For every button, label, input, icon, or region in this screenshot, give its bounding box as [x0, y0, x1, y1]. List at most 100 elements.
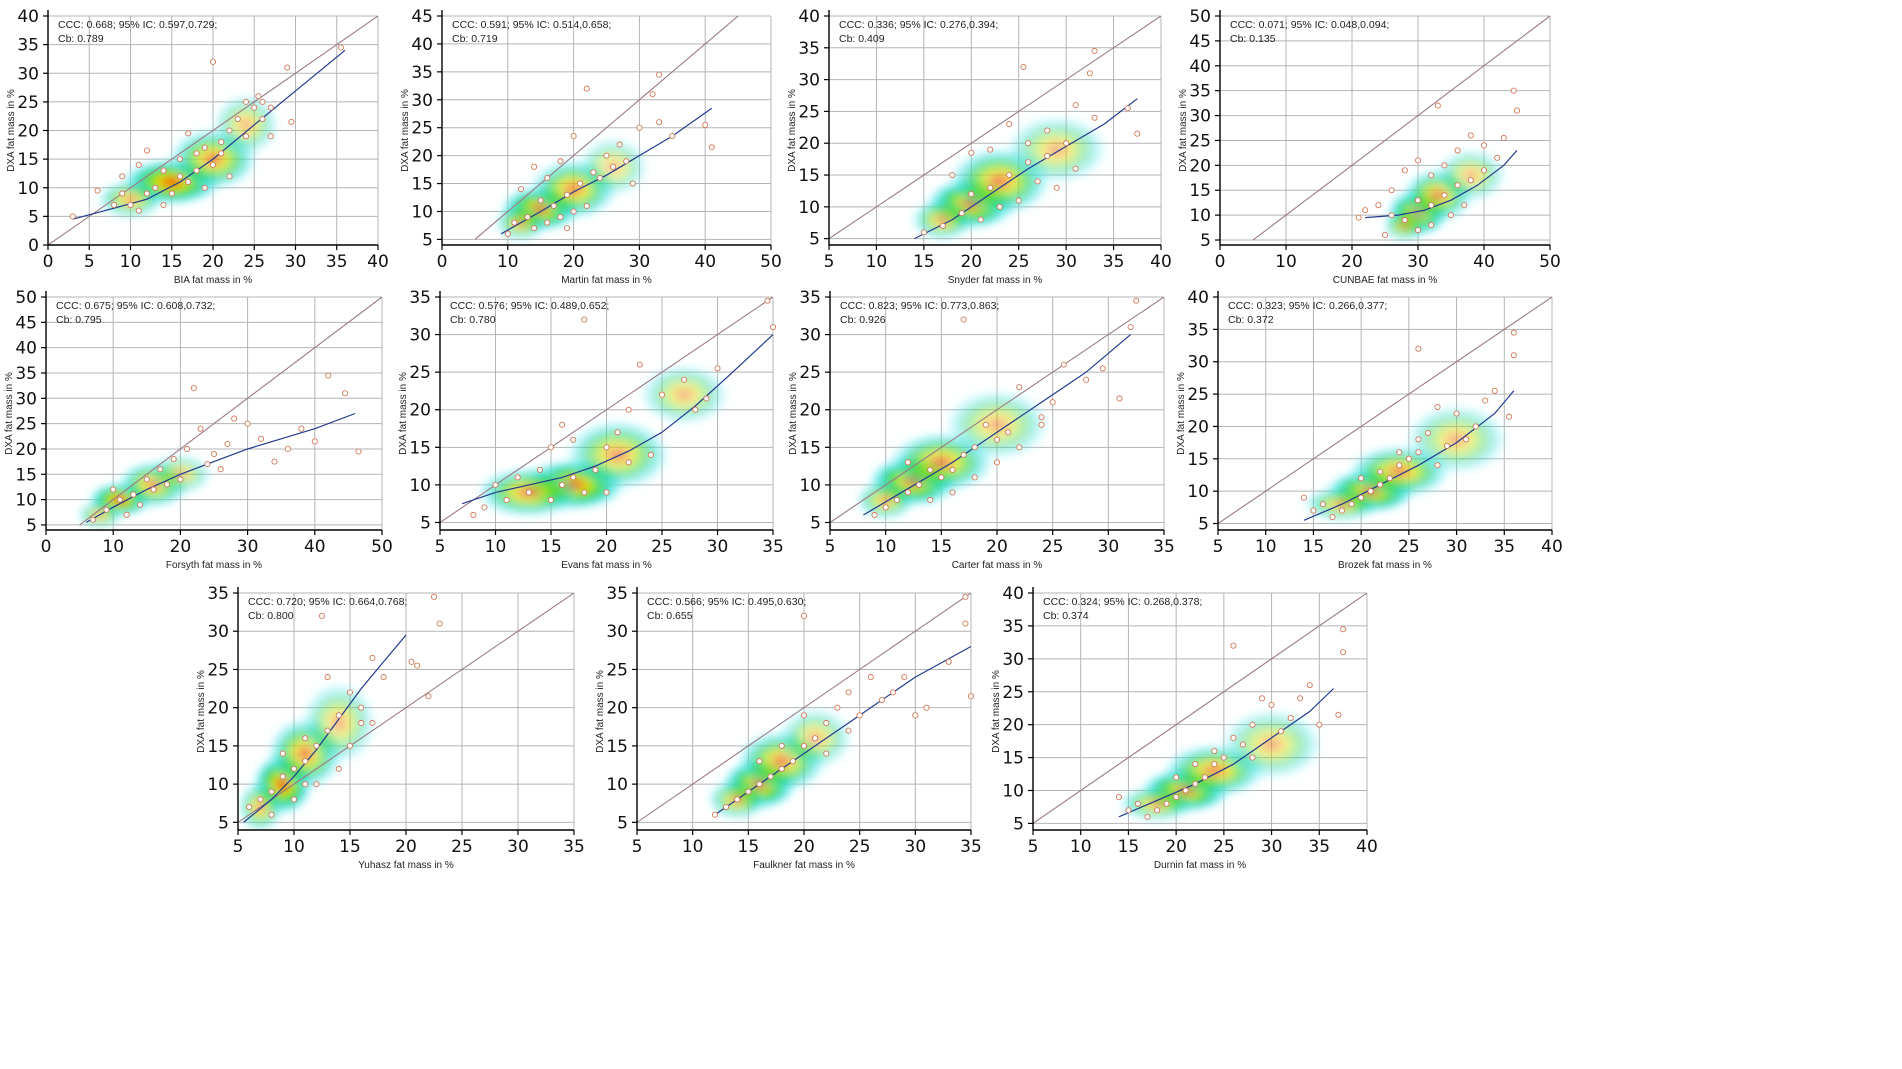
- data-point: [1258, 695, 1266, 702]
- data-point: [1355, 214, 1362, 221]
- density-cloud: [855, 389, 1050, 521]
- y-tick-label: 5: [810, 513, 821, 533]
- data-point: [127, 201, 134, 208]
- data-point: [1415, 449, 1422, 456]
- x-tick-label: 0: [41, 537, 52, 557]
- data-point: [369, 654, 376, 662]
- data-point: [756, 781, 763, 788]
- ccc-annotation: CCC: 0.576; 95% IC: 0.489,0.652;: [450, 300, 609, 312]
- data-point: [1510, 352, 1517, 359]
- y-tick-label: 35: [17, 36, 39, 56]
- data-point: [1316, 721, 1323, 728]
- y-axis-label: DXA fat mass in %: [398, 372, 409, 455]
- data-point: [511, 219, 518, 226]
- data-point: [1134, 130, 1141, 137]
- y-tick-label: 10: [1189, 206, 1211, 226]
- data-point: [1115, 794, 1122, 801]
- data-point: [625, 406, 632, 413]
- data-point: [1386, 475, 1393, 482]
- data-point: [1453, 410, 1460, 417]
- data-point: [279, 750, 286, 757]
- regression-line: [243, 634, 407, 823]
- y-tick-label: 35: [798, 39, 820, 59]
- y-tick-label: 25: [15, 415, 37, 435]
- data-point: [267, 133, 274, 140]
- x-tick-label: 5: [825, 537, 836, 557]
- data-point: [559, 421, 566, 428]
- x-axis-label: Durnin fat mass in %: [1154, 860, 1246, 871]
- y-tick-label: 20: [409, 401, 431, 421]
- data-point: [259, 116, 266, 123]
- panel-yuhasz: 5 10 15 20 25 30 35 5 10 15 20 25 30 35 Yuhasz fat mas…: [196, 584, 585, 871]
- data-point: [531, 163, 538, 170]
- data-point: [967, 693, 975, 700]
- data-point: [987, 146, 994, 153]
- data-point: [1278, 728, 1285, 735]
- data-point: [920, 229, 927, 236]
- data-point: [1414, 227, 1422, 234]
- data-point: [1099, 365, 1106, 372]
- x-tick-label: 50: [1539, 252, 1561, 272]
- y-tick-label: 15: [207, 737, 229, 757]
- x-tick-label: 25: [243, 252, 265, 272]
- data-point: [993, 459, 1001, 466]
- data-point: [150, 486, 157, 493]
- panel-forsyth: 0 10 20 30 40 50 5 10 15 20 25 30 35 40 45 50 Forsyth fa…: [4, 288, 393, 571]
- data-point: [346, 742, 354, 749]
- data-point: [958, 210, 965, 217]
- data-point: [1060, 361, 1067, 368]
- data-point: [982, 421, 989, 428]
- data-point: [284, 445, 291, 453]
- x-tick-label: 35: [563, 837, 585, 857]
- data-point: [369, 719, 376, 727]
- x-tick-label: 0: [1215, 252, 1226, 272]
- x-axis-label: CUNBAE fat mass in %: [1333, 275, 1438, 286]
- data-point: [1494, 154, 1501, 161]
- data-point: [246, 804, 253, 811]
- data-point: [658, 391, 666, 398]
- data-point: [218, 138, 225, 145]
- data-point: [823, 719, 830, 727]
- data-point: [987, 184, 994, 191]
- data-point: [1415, 345, 1422, 352]
- data-point: [1230, 642, 1237, 649]
- data-point: [1401, 217, 1408, 224]
- x-tick-label: 10: [120, 252, 142, 272]
- y-tick-label: 10: [17, 179, 39, 199]
- y-tick-label: 15: [1187, 450, 1209, 470]
- y-tick-label: 45: [15, 313, 37, 333]
- data-point: [168, 190, 175, 197]
- data-point: [290, 796, 298, 803]
- x-tick-label: 15: [738, 837, 760, 857]
- ccc-annotation: Cb: 0.795: [56, 314, 102, 326]
- y-tick-label: 20: [207, 699, 229, 719]
- data-point: [1405, 455, 1412, 462]
- data-point: [616, 141, 623, 148]
- data-point: [1467, 132, 1474, 139]
- data-point: [570, 436, 577, 443]
- data-point: [1447, 212, 1455, 219]
- ccc-annotation: CCC: 0.336; 95% IC: 0.276,0.394;: [839, 19, 998, 31]
- data-point: [288, 118, 295, 125]
- data-point: [197, 425, 204, 432]
- data-point: [1025, 140, 1032, 147]
- data-point: [1015, 197, 1022, 204]
- data-point: [1006, 171, 1013, 179]
- data-point: [160, 167, 167, 174]
- data-point: [583, 85, 590, 92]
- x-tick-label: 10: [1255, 537, 1277, 557]
- y-axis-label: DXA fat mass in %: [4, 372, 15, 455]
- y-tick-label: 30: [15, 389, 37, 409]
- data-point: [313, 781, 320, 788]
- y-axis-label: DXA fat mass in %: [1176, 372, 1187, 455]
- data-point: [557, 158, 564, 165]
- ccc-annotation: CCC: 0.668; 95% IC: 0.597,0.729;: [58, 19, 217, 31]
- data-point: [1472, 423, 1479, 430]
- identity-line: [1218, 297, 1552, 524]
- gridlines: [442, 15, 772, 245]
- y-tick-label: 20: [1189, 156, 1211, 176]
- data-point: [1239, 741, 1246, 748]
- density-blob: [944, 389, 1050, 461]
- y-tick-label: 40: [15, 339, 37, 359]
- data-point: [878, 696, 885, 704]
